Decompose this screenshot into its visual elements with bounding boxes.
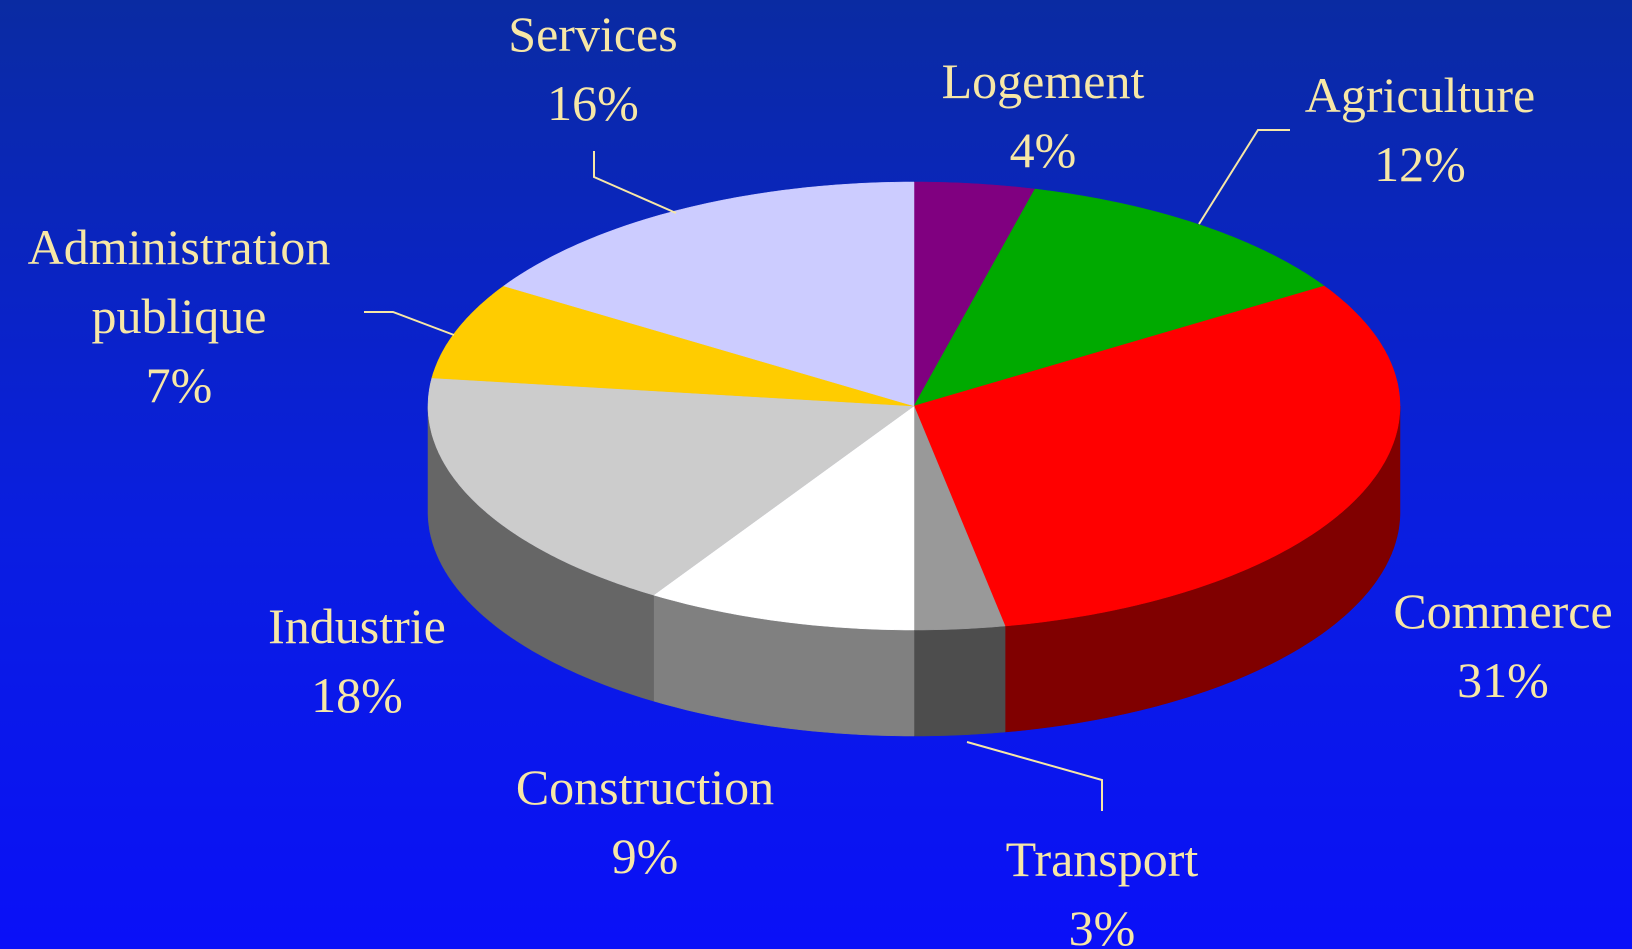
value-label: 7% — [145, 357, 213, 413]
category-label: Transport — [1005, 831, 1199, 887]
slice — [913, 181, 1036, 407]
pie-sides — [427, 406, 1401, 737]
slice-label: Commerce 31% — [1393, 577, 1612, 715]
slice — [913, 188, 1325, 407]
slice-label: Administration publique 7% — [9, 213, 349, 420]
value-label: 18% — [311, 667, 403, 723]
value-label: 31% — [1457, 652, 1549, 708]
category-label: Administration publique — [27, 219, 331, 344]
value-label: 3% — [1068, 900, 1136, 949]
slice — [431, 285, 915, 407]
category-label: Agriculture — [1304, 67, 1536, 123]
slice-label: Transport 3% — [1006, 825, 1199, 949]
slice-label: Services 16% — [508, 0, 677, 138]
slice-side — [913, 625, 1006, 737]
value-label: 9% — [611, 828, 679, 884]
slice — [427, 377, 915, 596]
slice-label: Agriculture 12% — [1305, 61, 1535, 199]
slice-label: Logement 4% — [942, 47, 1145, 185]
category-label: Services — [508, 6, 678, 62]
slice — [913, 285, 1401, 627]
category-label: Construction — [515, 759, 775, 815]
pie-top — [427, 181, 1401, 631]
slice — [503, 181, 915, 407]
category-label: Commerce — [1393, 583, 1613, 639]
value-label: 4% — [1009, 122, 1077, 178]
value-label: 16% — [547, 75, 639, 131]
category-label: Industrie — [268, 598, 446, 654]
slice — [913, 405, 1006, 631]
slice — [653, 405, 915, 631]
slice-label: Construction 9% — [516, 753, 774, 891]
leader-line — [966, 741, 1103, 811]
leader-line — [364, 311, 455, 336]
leader-line — [593, 151, 677, 214]
slice-label: Industrie 18% — [268, 592, 446, 730]
value-label: 12% — [1374, 136, 1466, 192]
leader-line — [1198, 129, 1290, 225]
category-label: Logement — [941, 53, 1145, 109]
